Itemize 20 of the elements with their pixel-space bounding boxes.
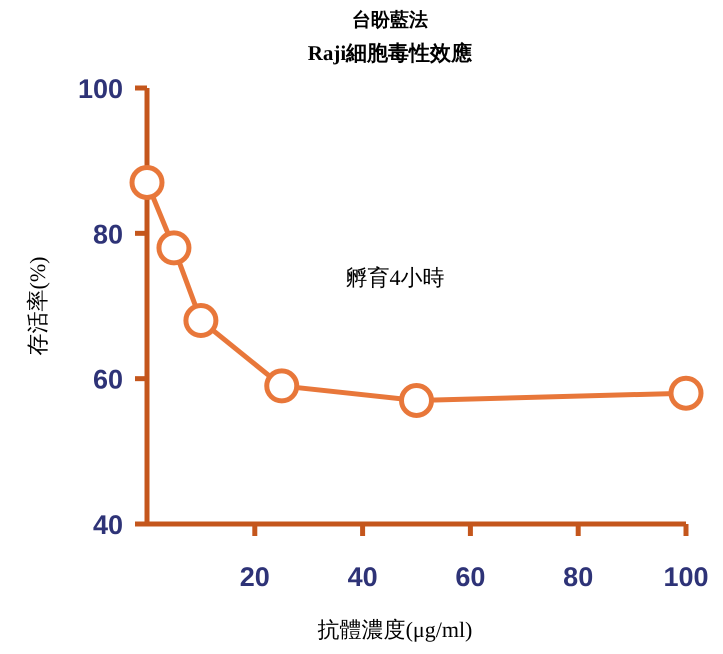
x-tick-label: 100: [663, 562, 709, 592]
chart-title: 台盼藍法: [352, 9, 428, 31]
point: [156, 230, 192, 266]
y-tick-label: 80: [92, 219, 123, 250]
x-tick-label: 60: [455, 562, 486, 592]
point: [668, 376, 704, 411]
point: [183, 303, 218, 338]
x-axis-title: 抗體濃度(μg/ml): [318, 617, 472, 642]
y-tick-label: 40: [92, 510, 123, 540]
point: [264, 368, 300, 404]
point: [130, 164, 164, 200]
y-axis-title: 存活率(%): [25, 256, 50, 356]
point: [399, 382, 434, 418]
x-tick-label: 40: [348, 562, 378, 592]
annotation: 孵育4小時: [346, 265, 444, 290]
chart-subtitle: Raji細胞毒性效應: [308, 41, 474, 65]
y-tick-label: 100: [78, 74, 123, 104]
y-tick-label: 60: [92, 364, 123, 395]
x-tick-label: 80: [563, 562, 594, 592]
x-tick-label: 20: [240, 562, 270, 592]
